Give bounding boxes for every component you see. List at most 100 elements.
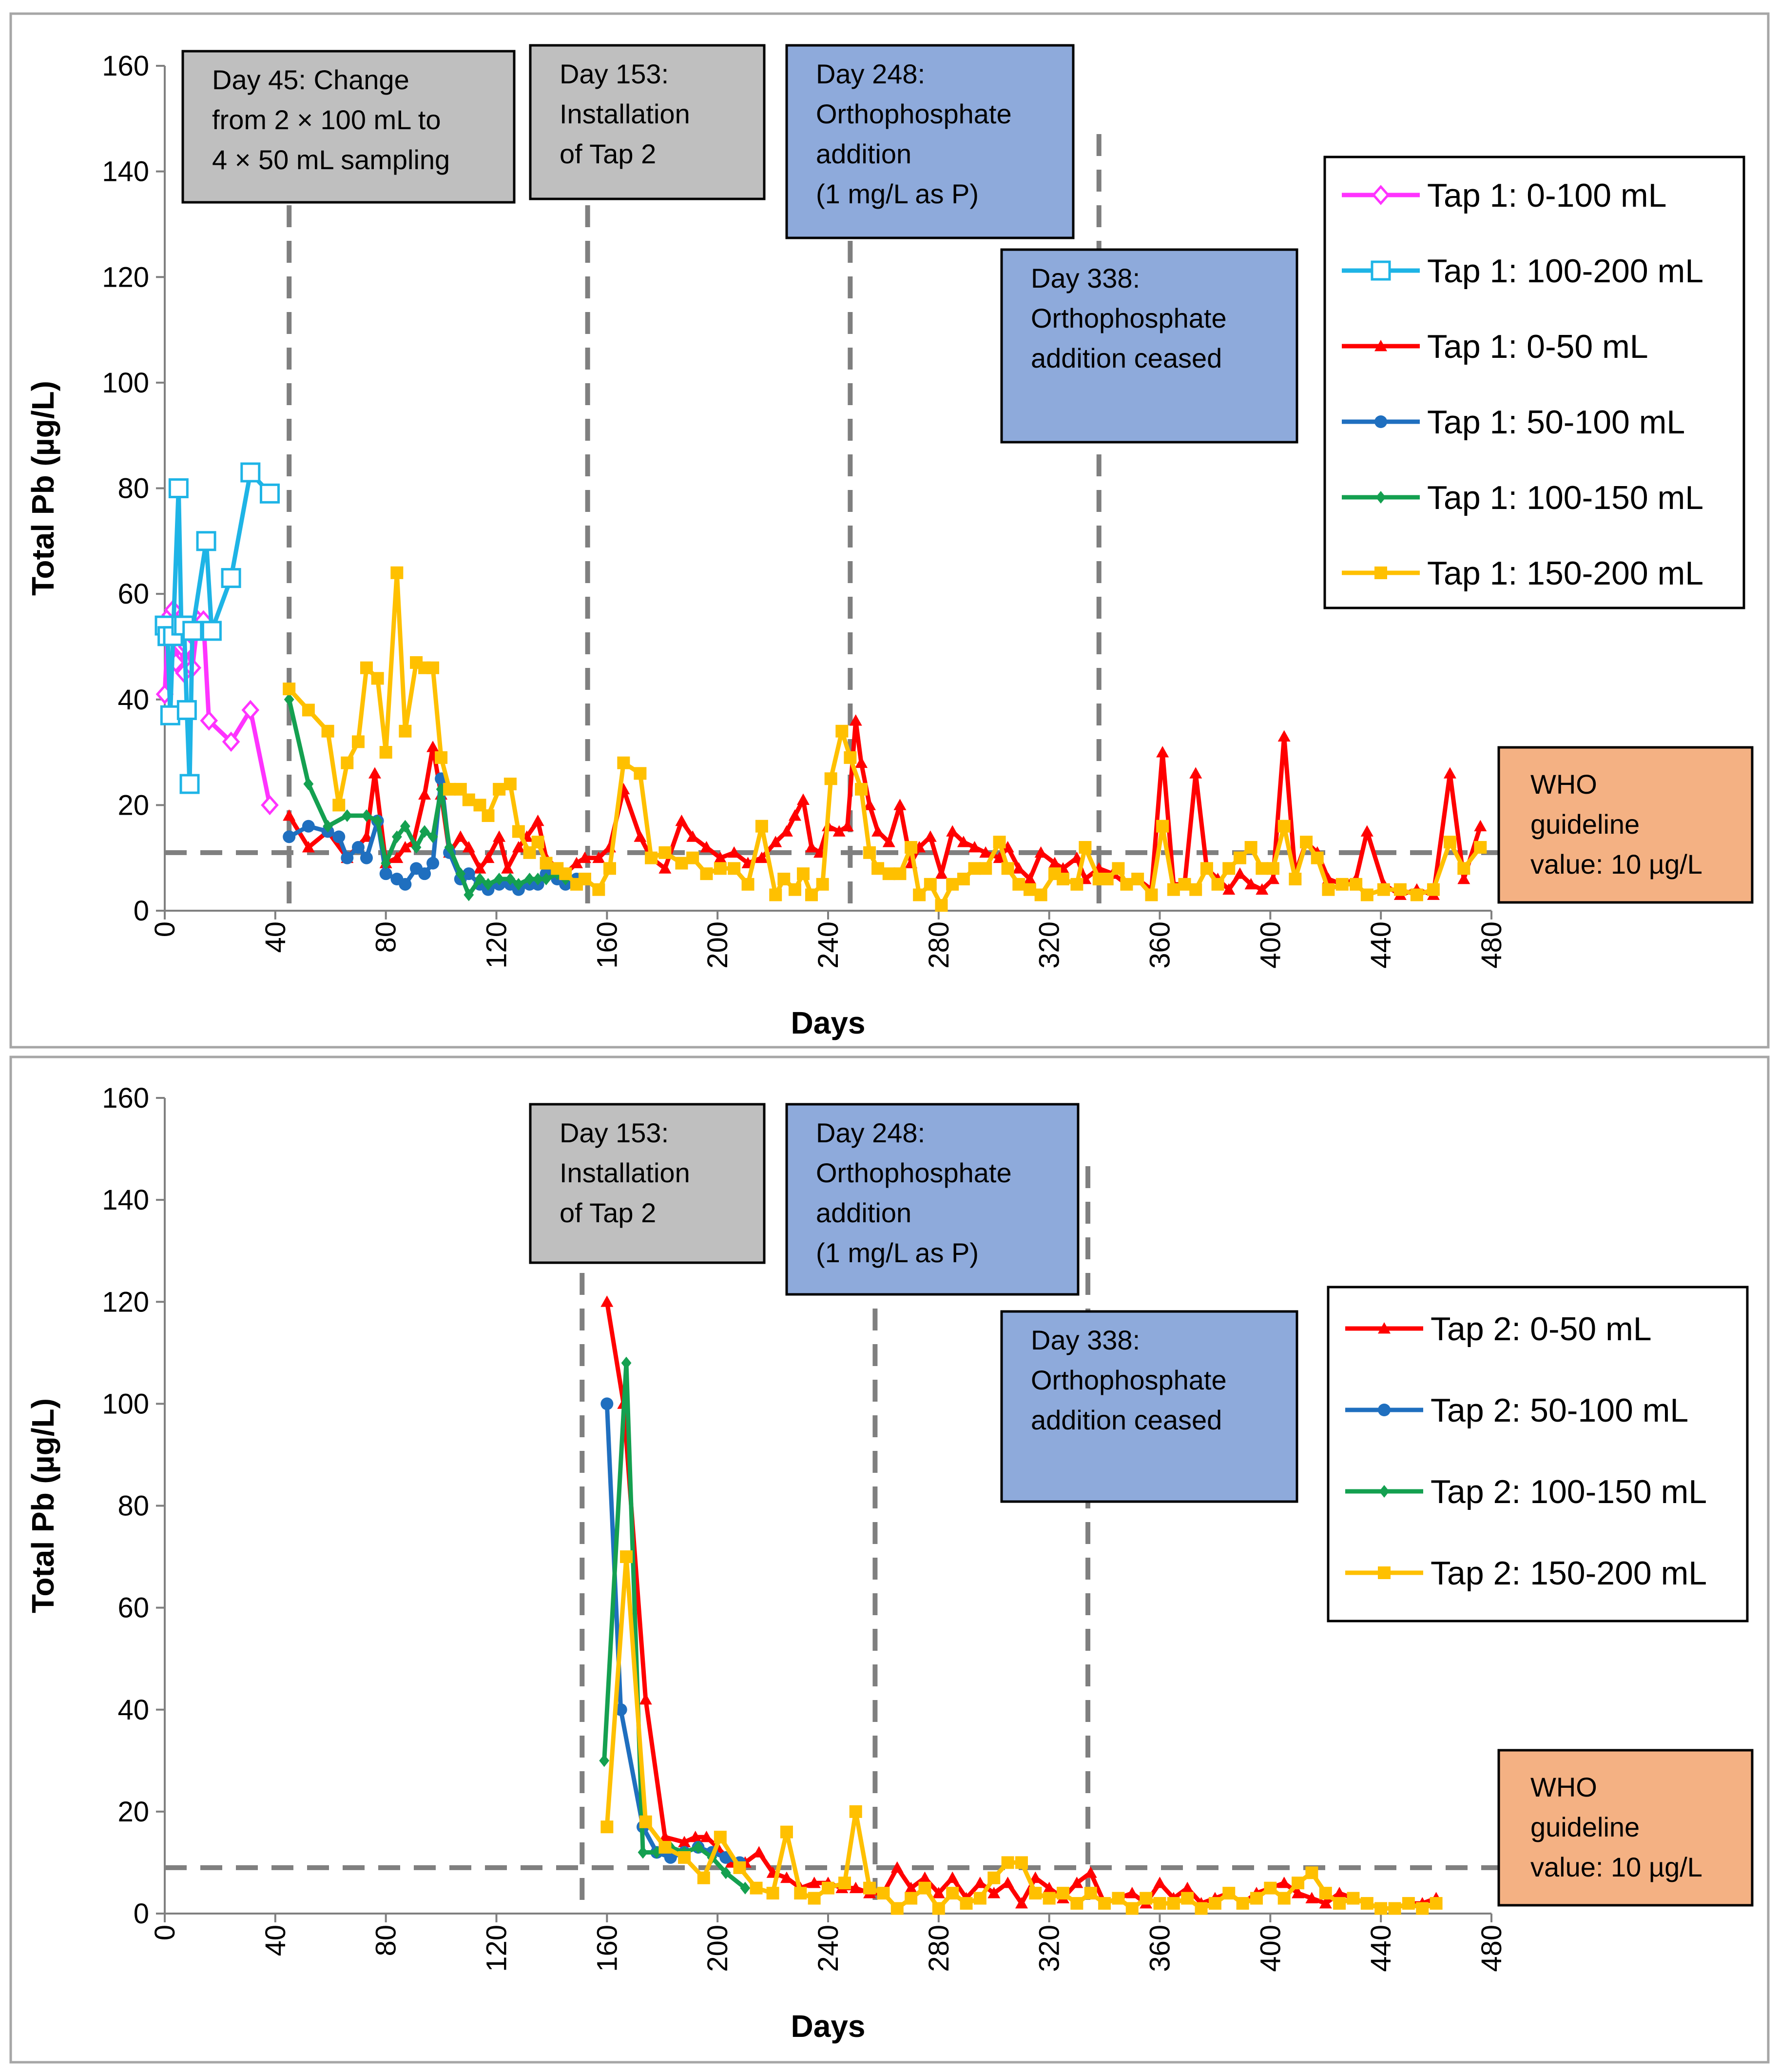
- data-point: [1443, 836, 1456, 849]
- data-point: [1070, 878, 1083, 891]
- data-point: [1233, 867, 1246, 879]
- data-point: [600, 1820, 614, 1834]
- data-point: [1001, 1877, 1014, 1888]
- data-point: [1233, 851, 1246, 864]
- data-point: [399, 724, 412, 738]
- data-point: [1333, 1897, 1346, 1910]
- data-point: [968, 862, 981, 875]
- legend-label: Tap 2: 100-150 mL: [1431, 1473, 1707, 1510]
- data-point: [1043, 1881, 1056, 1894]
- data-point: [1084, 1866, 1097, 1878]
- data-point: [1079, 841, 1092, 854]
- data-point: [788, 883, 801, 896]
- data-point: [1034, 888, 1047, 901]
- data-point: [540, 857, 553, 870]
- y-tick-label: 140: [102, 1184, 149, 1216]
- legend-swatch-marker: [1379, 1485, 1390, 1498]
- who-box-line: value: 10 µg/L: [1530, 849, 1702, 880]
- data-point: [766, 1887, 779, 1900]
- data-point: [600, 1295, 614, 1307]
- data-point: [351, 841, 365, 854]
- x-tick-label: 120: [481, 921, 513, 969]
- data-point: [1211, 878, 1224, 891]
- data-point: [321, 724, 334, 738]
- x-tick-label: 200: [702, 921, 734, 969]
- data-point: [639, 1815, 652, 1828]
- data-point: [924, 830, 937, 842]
- data-point: [918, 1871, 931, 1883]
- data-point: [1277, 1877, 1291, 1888]
- data-point: [835, 724, 849, 738]
- who-box-line: guideline: [1530, 1812, 1640, 1842]
- data-point: [714, 1831, 727, 1844]
- data-point: [1311, 851, 1324, 864]
- data-point: [689, 1831, 702, 1842]
- data-point: [592, 883, 605, 896]
- annotation-line: Installation: [560, 98, 690, 129]
- data-point: [693, 1841, 703, 1854]
- data-point: [841, 820, 854, 832]
- data-point: [658, 862, 672, 874]
- data-point: [426, 661, 440, 674]
- legend-swatch-marker: [1378, 1322, 1391, 1334]
- data-point: [893, 867, 907, 880]
- data-point: [1178, 878, 1191, 891]
- data-point: [462, 841, 475, 853]
- legend-swatch-marker: [1378, 1404, 1391, 1416]
- data-point: [1322, 883, 1335, 896]
- data-point: [1070, 1877, 1083, 1888]
- data-point: [882, 836, 895, 847]
- data-point: [1112, 1892, 1125, 1905]
- annotation-line: addition ceased: [1031, 343, 1222, 373]
- legend-label: Tap 2: 0-50 mL: [1431, 1310, 1652, 1348]
- data-point: [302, 841, 315, 853]
- data-point: [918, 1881, 931, 1895]
- data-point: [1427, 883, 1440, 896]
- data-point: [283, 830, 296, 843]
- annotation-box: [1000, 1310, 1298, 1503]
- legend-item: Tap 1: 100-150 mL: [1342, 479, 1703, 516]
- data-point: [1333, 1887, 1346, 1898]
- series-tap-2-150-200-ml: [600, 1550, 1443, 1915]
- x-tick-label: 240: [812, 1925, 844, 1972]
- data-point: [863, 799, 876, 810]
- data-point: [1001, 1856, 1014, 1869]
- data-point: [371, 672, 384, 685]
- x-axis-title: Days: [791, 2009, 866, 2044]
- x-tick-label: 40: [260, 921, 291, 953]
- data-point: [222, 731, 240, 752]
- data-point: [360, 661, 373, 674]
- annotation-line: addition: [816, 138, 911, 169]
- data-point: [1305, 1866, 1318, 1879]
- data-point: [973, 1877, 986, 1888]
- y-tick-label: 120: [102, 1286, 149, 1318]
- data-point: [1300, 836, 1313, 849]
- data-point: [1292, 1887, 1305, 1898]
- data-point: [750, 1881, 763, 1895]
- data-point: [351, 735, 365, 748]
- data-point: [1029, 1887, 1042, 1900]
- annotation-line: Orthophosphate: [1031, 303, 1227, 333]
- data-point: [780, 1871, 793, 1883]
- data-point: [993, 836, 1006, 849]
- data-point: [675, 814, 688, 826]
- data-point: [805, 841, 818, 853]
- data-point: [368, 767, 381, 779]
- y-tick-label: 0: [134, 1898, 149, 1930]
- x-tick-label: 280: [923, 921, 955, 969]
- x-tick-label: 320: [1034, 1925, 1065, 1972]
- data-point: [890, 1861, 904, 1873]
- data-point: [1012, 862, 1025, 874]
- data-point: [946, 825, 959, 837]
- annotation-day-338: Day 338: Orthophosphate addition ceased: [1000, 248, 1298, 444]
- annotation-line: (1 mg/L as P): [816, 1237, 979, 1268]
- data-point: [808, 1877, 821, 1888]
- legend-label: Tap 1: 150-200 mL: [1427, 555, 1703, 592]
- data-point: [473, 862, 486, 874]
- data-point: [1430, 1897, 1443, 1910]
- data-point: [645, 851, 658, 864]
- data-point: [381, 857, 391, 870]
- legend-label: Tap 2: 50-100 mL: [1431, 1392, 1688, 1429]
- data-point: [419, 825, 430, 838]
- data-point: [390, 851, 404, 863]
